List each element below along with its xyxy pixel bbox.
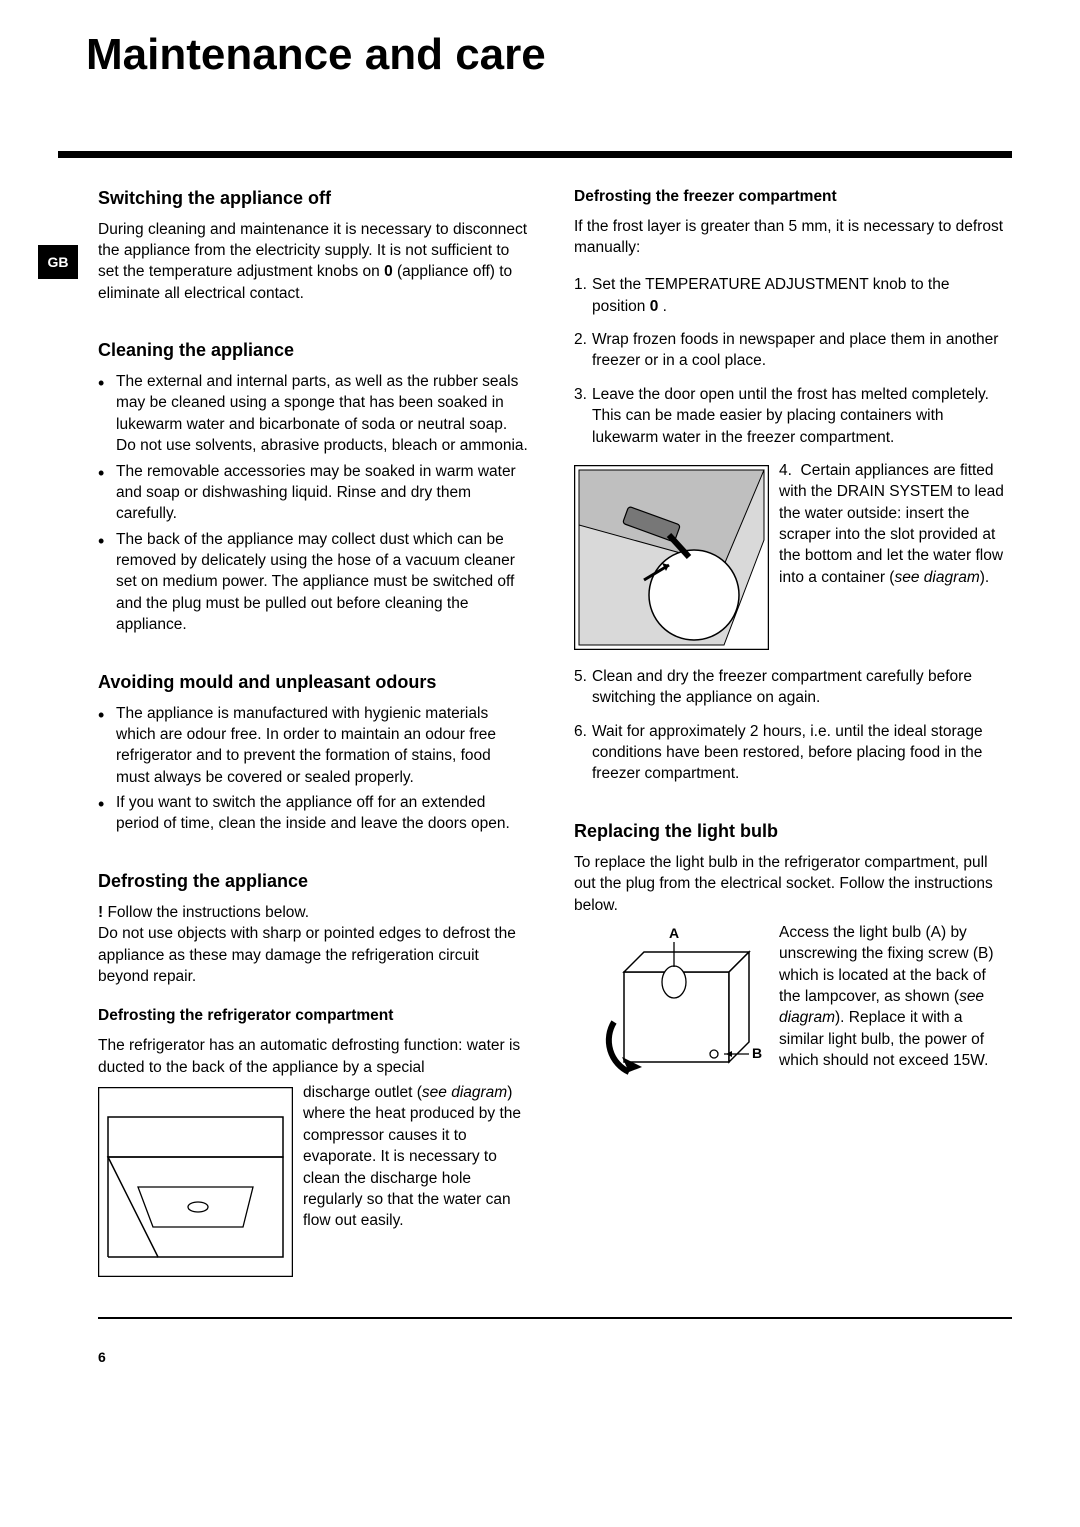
diagram-light-bulb: A B (574, 927, 769, 1107)
list-defrost-steps: 1.Set the TEMPERATURE ADJUSTMENT knob to… (574, 274, 1004, 448)
para-defrost-freezer-intro: If the frost layer is greater than 5 mm,… (574, 216, 1004, 259)
footer-rule (98, 1317, 1012, 1319)
list-item: The appliance is manufactured with hygie… (98, 703, 528, 789)
para-defrost-fridge-intro: The refrigerator has an automatic defros… (98, 1035, 528, 1078)
para-switching-off: During cleaning and maintenance it is ne… (98, 219, 528, 305)
page-title: Maintenance and care (86, 30, 1012, 81)
list-item: 6.Wait for approximately 2 hours, i.e. u… (574, 721, 1004, 785)
heading-defrosting: Defrosting the appliance (98, 871, 528, 892)
para-warning: ! Follow the instructions below. (98, 902, 528, 923)
list-item: If you want to switch the appliance off … (98, 792, 528, 835)
list-item: The back of the appliance may collect du… (98, 529, 528, 636)
list-item: The removable accessories may be soaked … (98, 461, 528, 525)
diagram-label-a: A (669, 925, 679, 941)
page-number: 6 (98, 1349, 1012, 1365)
heading-switching-off: Switching the appliance off (98, 188, 528, 209)
subheading-defrost-fridge: Defrosting the refrigerator compartment (98, 1007, 528, 1025)
diagram-drain-system (574, 465, 769, 650)
right-column: Defrosting the freezer compartment If th… (574, 188, 1004, 1278)
list-item: 2.Wrap frozen foods in newspaper and pla… (574, 329, 1004, 372)
diagram-label-b: B (752, 1045, 762, 1061)
heading-cleaning: Cleaning the appliance (98, 340, 528, 361)
subheading-defrost-freezer: Defrosting the freezer compartment (574, 188, 1004, 206)
heading-light-bulb: Replacing the light bulb (574, 821, 1004, 842)
list-item: The external and internal parts, as well… (98, 371, 528, 457)
list-item: 3.Leave the door open until the frost ha… (574, 384, 1004, 448)
heading-mould: Avoiding mould and unpleasant odours (98, 672, 528, 693)
para-light-bulb-intro: To replace the light bulb in the refrige… (574, 852, 1004, 916)
list-item: 5.Clean and dry the freezer compartment … (574, 666, 1004, 709)
para-defrost-warning: Do not use objects with sharp or pointed… (98, 923, 528, 987)
list-item: 1.Set the TEMPERATURE ADJUSTMENT knob to… (574, 274, 1004, 317)
language-tab: GB (38, 245, 78, 279)
list-cleaning: The external and internal parts, as well… (98, 371, 528, 636)
horizontal-rule (58, 151, 1012, 158)
diagram-drain-hole (98, 1087, 293, 1277)
list-defrost-steps-cont: 5.Clean and dry the freezer compartment … (574, 666, 1004, 785)
list-mould: The appliance is manufactured with hygie… (98, 703, 528, 835)
left-column: Switching the appliance off During clean… (98, 188, 528, 1278)
